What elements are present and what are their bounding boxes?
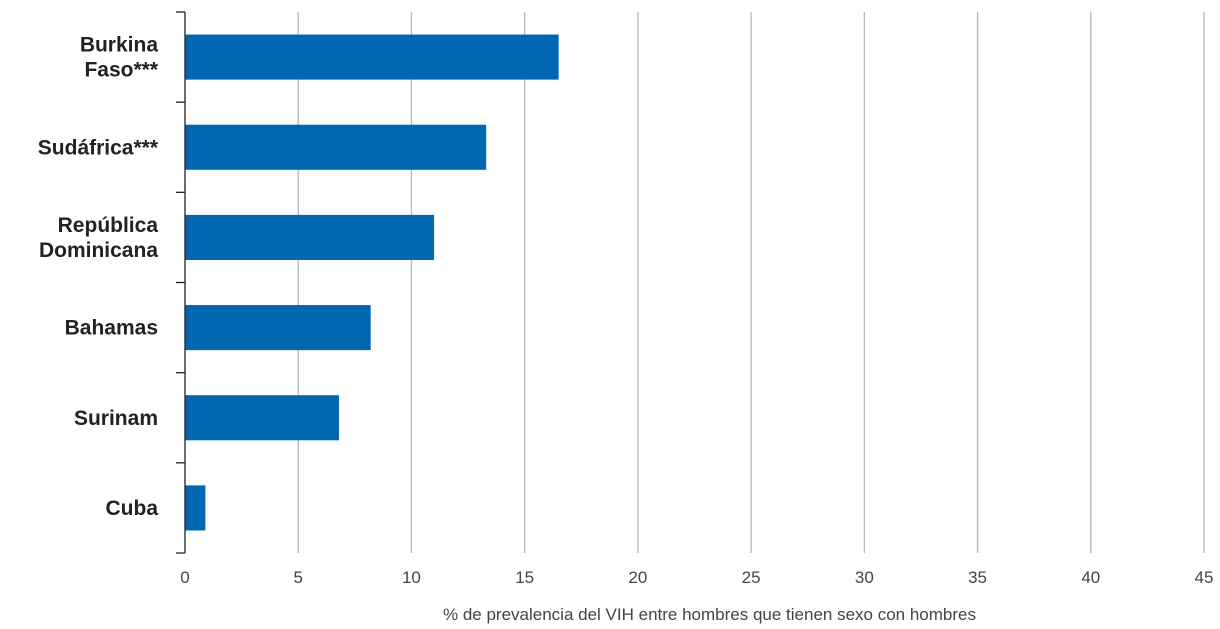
category-label: Bahamas bbox=[65, 317, 158, 340]
category-label: Cuba bbox=[106, 497, 159, 520]
bar bbox=[185, 395, 339, 441]
x-axis-title: % de prevalencia del VIH entre hombres q… bbox=[443, 605, 976, 624]
bar bbox=[185, 34, 559, 80]
x-tick-labels: 0 5 10 15 20 25 30 35 40 45 bbox=[180, 568, 1213, 587]
bar bbox=[185, 305, 371, 351]
category-label: Surinam bbox=[74, 407, 158, 430]
x-tick-label: 5 bbox=[293, 568, 302, 587]
bar bbox=[185, 214, 435, 260]
x-tick-label: 10 bbox=[402, 568, 421, 587]
x-tick-label: 15 bbox=[515, 568, 534, 587]
bar bbox=[185, 124, 487, 170]
x-tick-label: 45 bbox=[1195, 568, 1214, 587]
y-axis bbox=[176, 11, 186, 554]
x-tick-label: 40 bbox=[1081, 568, 1100, 587]
category-label: Sudáfrica*** bbox=[38, 136, 159, 159]
category-labels: Burkina Faso*** Sudáfrica*** República Domin… bbox=[38, 34, 159, 520]
category-label: Burkina Faso*** bbox=[80, 34, 159, 82]
x-tick-label: 30 bbox=[855, 568, 874, 587]
bars bbox=[185, 34, 559, 531]
category-label: República Dominicana bbox=[39, 214, 158, 262]
x-tick-label: 20 bbox=[628, 568, 647, 587]
x-tick-label: 0 bbox=[180, 568, 189, 587]
bar bbox=[185, 485, 206, 531]
x-tick-label: 35 bbox=[968, 568, 987, 587]
x-tick-label: 25 bbox=[742, 568, 761, 587]
gridlines bbox=[297, 12, 1205, 553]
